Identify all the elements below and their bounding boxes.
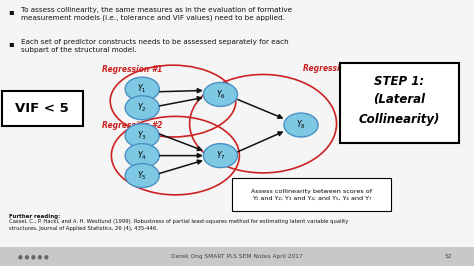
Text: Derek Ong SMART PLS SEM Notes April 2017: Derek Ong SMART PLS SEM Notes April 2017 [171, 254, 303, 259]
Text: $Y_4$: $Y_4$ [137, 149, 147, 162]
Text: $Y_8$: $Y_8$ [296, 119, 306, 131]
Ellipse shape [125, 164, 159, 188]
Ellipse shape [203, 82, 237, 106]
Ellipse shape [125, 124, 159, 148]
Text: Further reading:: Further reading: [9, 214, 60, 219]
Text: Collinearity): Collinearity) [358, 113, 440, 126]
Ellipse shape [125, 96, 159, 120]
Text: ▪: ▪ [9, 39, 14, 48]
FancyBboxPatch shape [340, 63, 459, 143]
Text: Each set of predictor constructs needs to be assessed separately for each
subpar: Each set of predictor constructs needs t… [21, 39, 289, 53]
FancyBboxPatch shape [232, 178, 391, 211]
Text: Regression #3: Regression #3 [303, 64, 364, 73]
Text: To assess collinearity, the same measures as in the evaluation of formative
meas: To assess collinearity, the same measure… [21, 7, 292, 21]
Ellipse shape [203, 144, 237, 168]
Ellipse shape [125, 144, 159, 168]
Text: (Lateral: (Lateral [373, 93, 425, 106]
Ellipse shape [125, 77, 159, 101]
Text: ● ● ● ● ●: ● ● ● ● ● [18, 254, 48, 259]
Text: 52: 52 [444, 254, 452, 259]
Text: Cassel, C., P. Hackl, and A. H. Westlund (1999). Robustness of partial least-squ: Cassel, C., P. Hackl, and A. H. Westlund… [9, 219, 348, 231]
Text: ▪: ▪ [9, 7, 14, 16]
Text: VIF < 5: VIF < 5 [15, 102, 69, 115]
Bar [0, 247, 474, 266]
FancyBboxPatch shape [2, 91, 83, 126]
Text: $Y_2$: $Y_2$ [137, 102, 147, 114]
Text: Regression #2: Regression #2 [102, 121, 162, 130]
Text: $Y_5$: $Y_5$ [137, 169, 147, 182]
Text: Assess collinearity between scores of
Y₁ and Y₂; Y₃ and Y₄; and Y₅, Y₆ and Y₇: Assess collinearity between scores of Y₁… [251, 189, 373, 201]
Text: $Y_3$: $Y_3$ [137, 130, 147, 142]
Ellipse shape [284, 113, 318, 137]
Text: $Y_6$: $Y_6$ [216, 88, 225, 101]
Text: Regression #1: Regression #1 [102, 65, 162, 74]
Text: STEP 1:: STEP 1: [374, 75, 424, 88]
Text: $Y_1$: $Y_1$ [137, 83, 147, 95]
Text: $Y_7$: $Y_7$ [216, 149, 225, 162]
